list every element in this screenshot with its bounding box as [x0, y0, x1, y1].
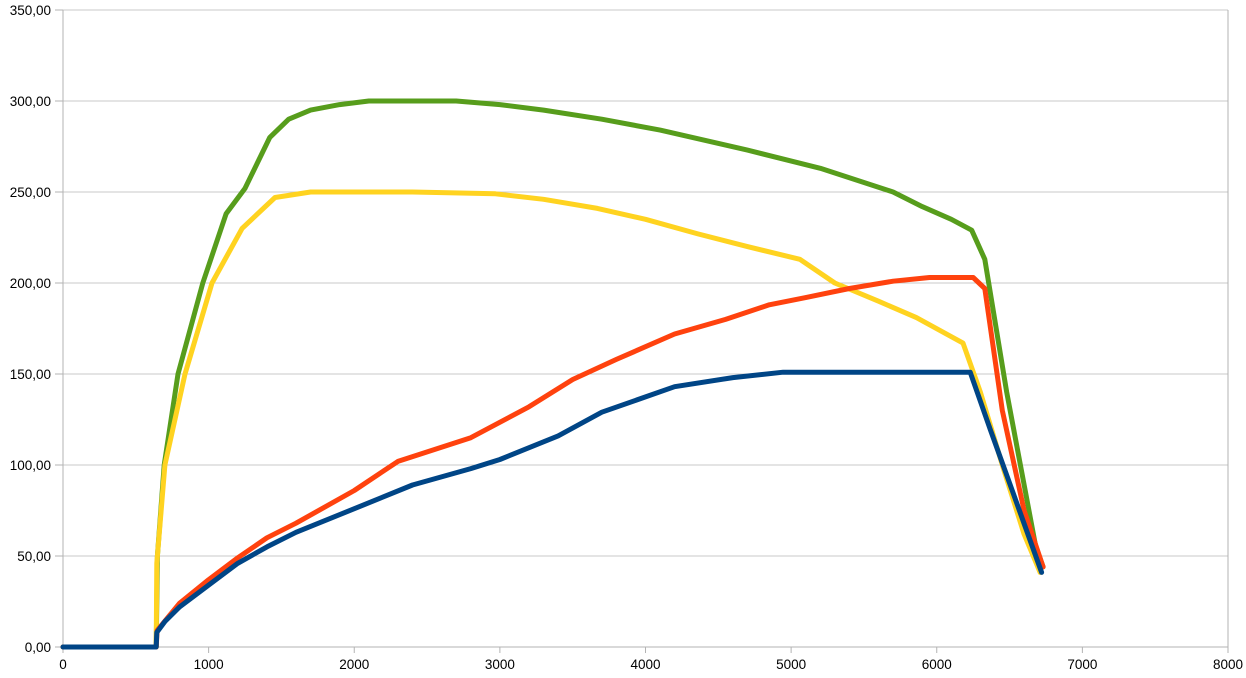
x-tick-label: 3000 — [485, 657, 515, 672]
x-tick-label: 7000 — [1067, 657, 1097, 672]
x-tick-label: 5000 — [776, 657, 806, 672]
x-tick-labels: 0 1000 2000 3000 4000 5000 6000 7000 8000 — [59, 657, 1243, 672]
data-series — [60, 98, 1046, 650]
x-tick-label: 6000 — [922, 657, 952, 672]
y-tick-label: 100,00 — [10, 458, 51, 473]
y-tick-label: 250,00 — [10, 185, 51, 200]
blue-series-line — [60, 369, 1045, 650]
x-tick-label: 2000 — [339, 657, 369, 672]
y-tick-labels: 0,00 50,00 100,00 150,00 200,00 250,00 300,00 3… — [10, 3, 51, 655]
green-series-line — [60, 98, 1046, 650]
y-tick-label: 200,00 — [10, 276, 51, 291]
tick-marks — [55, 9, 1229, 653]
x-tick-label: 0 — [59, 657, 67, 672]
x-tick-label: 8000 — [1213, 657, 1243, 672]
x-tick-label: 1000 — [194, 657, 224, 672]
yellow-series-line — [60, 189, 1043, 650]
x-tick-label: 4000 — [630, 657, 660, 672]
y-tick-label: 50,00 — [17, 549, 51, 564]
red-series-line — [60, 275, 1046, 650]
y-tick-label: 350,00 — [10, 3, 51, 18]
y-tick-label: 0,00 — [25, 640, 51, 655]
y-tick-label: 300,00 — [10, 94, 51, 109]
axes — [62, 10, 1229, 648]
y-tick-label: 150,00 — [10, 367, 51, 382]
y-gridlines — [63, 9, 1228, 648]
